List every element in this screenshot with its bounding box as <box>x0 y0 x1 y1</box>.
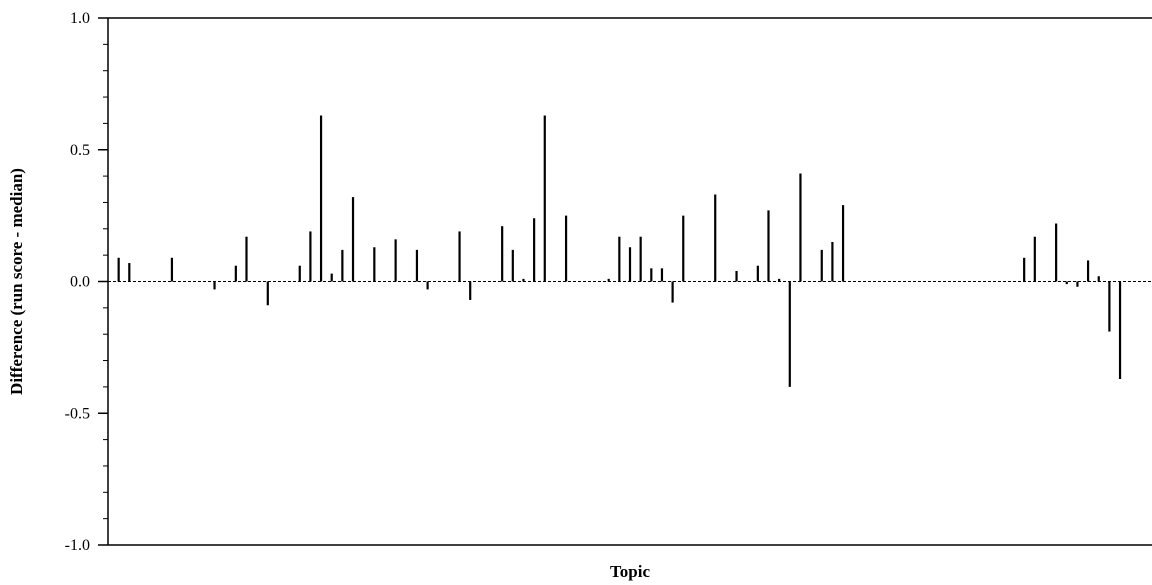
y-tick-label: 0.5 <box>70 142 90 159</box>
x-axis-title: Topic <box>610 562 650 581</box>
y-axis-ticks: 1.0 0.5 0.0 -0.5 -1.0 <box>65 10 108 554</box>
y-tick-label: 0.0 <box>70 274 90 291</box>
y-axis-title: Difference (run score - median) <box>7 168 26 395</box>
y-tick-label: -1.0 <box>65 537 90 554</box>
y-tick-label: 1.0 <box>70 10 90 27</box>
bars <box>117 115 1122 387</box>
y-tick-label: -0.5 <box>65 405 90 422</box>
